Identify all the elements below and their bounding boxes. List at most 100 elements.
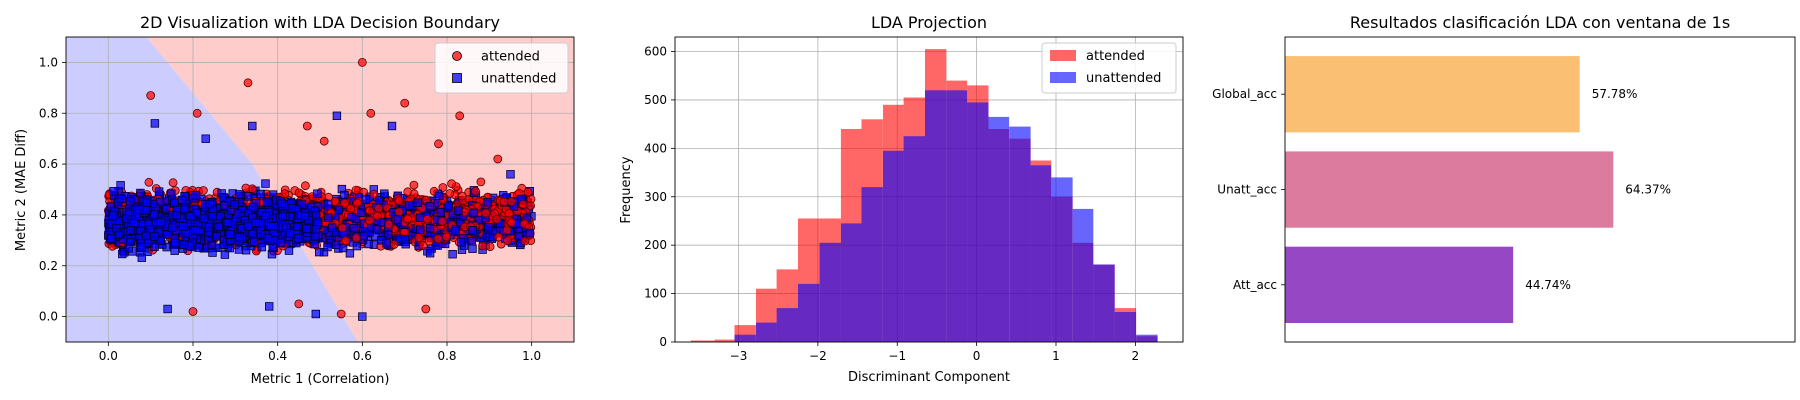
attended-point bbox=[409, 180, 419, 190]
unattended-point bbox=[126, 197, 135, 206]
scatter-x-label: Metric 1 (Correlation) bbox=[251, 372, 390, 387]
attended-point bbox=[422, 214, 432, 224]
attended-point bbox=[330, 196, 340, 206]
unattended-histogram-bar bbox=[1093, 264, 1115, 342]
unattended-point bbox=[448, 249, 457, 259]
unattended-point bbox=[248, 121, 257, 131]
unattended-point bbox=[285, 229, 295, 238]
unattended-point bbox=[311, 225, 321, 234]
attended-point bbox=[499, 197, 509, 207]
attended-point bbox=[340, 198, 350, 208]
histogram-x-tick-label: 0 bbox=[973, 349, 981, 363]
unattended-point bbox=[235, 233, 244, 242]
attended-point bbox=[503, 236, 512, 246]
histogram-x-tick-label: 2 bbox=[1132, 349, 1140, 363]
unattended-point bbox=[204, 223, 214, 232]
unattended-point bbox=[313, 189, 322, 198]
unattended-point bbox=[107, 234, 116, 243]
scatter-title: 2D Visualization with LDA Decision Bound… bbox=[140, 13, 500, 32]
attended-point bbox=[520, 236, 530, 246]
unattended-point bbox=[163, 230, 172, 239]
unattended-point bbox=[525, 228, 535, 238]
unattended-point bbox=[425, 223, 435, 233]
unattended-point bbox=[357, 208, 366, 217]
attended-point bbox=[445, 189, 455, 198]
scatter-legend-frame bbox=[434, 42, 569, 94]
unattended-point bbox=[359, 231, 368, 241]
unattended-point bbox=[277, 199, 286, 208]
histogram-x-tick-label: 1 bbox=[1052, 349, 1060, 363]
unattended-point bbox=[156, 217, 166, 227]
unattended-histogram-bar bbox=[967, 102, 989, 342]
unattended-point bbox=[223, 218, 232, 227]
attended-point bbox=[352, 198, 362, 208]
unattended-point bbox=[170, 198, 179, 207]
histogram-y-tick-label: 300 bbox=[644, 190, 667, 204]
unattended-point bbox=[109, 187, 118, 196]
unattended-histogram-bar bbox=[903, 136, 925, 342]
unattended-point bbox=[109, 211, 118, 220]
attended-point bbox=[492, 214, 502, 224]
unattended-point bbox=[468, 226, 477, 235]
legend-attended-label: attended bbox=[481, 50, 540, 65]
legend-attended-patch bbox=[1050, 50, 1076, 61]
unattended-point bbox=[468, 244, 477, 253]
scatter-x-tick-label: 0.0 bbox=[99, 349, 118, 363]
unattended-point bbox=[170, 246, 179, 255]
unattended-point bbox=[219, 201, 229, 210]
scatter-x-tick-label: 0.2 bbox=[183, 349, 202, 363]
unattended-histogram-bar bbox=[925, 90, 947, 342]
unattended-point bbox=[415, 225, 425, 234]
legend-unattended-label: unattended bbox=[481, 72, 556, 87]
attended-point bbox=[351, 185, 361, 195]
unattended-point bbox=[469, 208, 478, 218]
attended-point bbox=[369, 189, 379, 199]
attended-point bbox=[365, 206, 375, 216]
attended-point bbox=[476, 177, 486, 187]
unattended-point bbox=[382, 239, 391, 248]
histogram-axes-frame bbox=[674, 36, 1184, 343]
scatter-x-tick-label: 0.4 bbox=[268, 349, 287, 363]
unattended-point bbox=[167, 223, 177, 232]
scatter-y-tick-label: 0.4 bbox=[39, 208, 58, 222]
histogram-x-tick-label: −3 bbox=[730, 349, 748, 363]
unattended-point bbox=[156, 236, 165, 246]
accuracy-category-labels: Global_acc Unatt_acc Att_acc bbox=[1212, 87, 1285, 292]
unattended-point bbox=[172, 210, 181, 220]
attended-point bbox=[502, 225, 512, 235]
unattended-point bbox=[287, 203, 296, 213]
unattended-point bbox=[364, 239, 373, 249]
unattended-point bbox=[150, 209, 159, 219]
attended-point bbox=[399, 227, 409, 237]
unattended-point bbox=[243, 222, 253, 231]
accuracy-bar bbox=[1285, 246, 1514, 323]
unattended-point bbox=[311, 309, 320, 319]
unattended-point bbox=[179, 204, 189, 214]
unattended-point bbox=[191, 191, 200, 200]
unattended-point bbox=[163, 304, 172, 314]
unattended-point bbox=[435, 191, 444, 201]
unattended-point bbox=[313, 217, 322, 227]
histogram-x-tick-label: −1 bbox=[888, 349, 906, 363]
scatter-x-tick-label: 1.0 bbox=[522, 349, 541, 363]
attended-point bbox=[294, 299, 304, 309]
unattended-point bbox=[243, 192, 253, 201]
unattended-histogram-bar bbox=[988, 116, 1010, 342]
attended-point bbox=[478, 241, 488, 251]
unattended-point bbox=[230, 200, 239, 209]
unattended-point bbox=[263, 198, 272, 207]
unattended-point bbox=[208, 212, 217, 221]
unattended-point bbox=[310, 232, 320, 241]
accuracy-category-label: Att_acc bbox=[1233, 278, 1277, 292]
unattended-point bbox=[338, 243, 348, 253]
unattended-point bbox=[136, 188, 145, 198]
legend-unattended-patch bbox=[1050, 72, 1076, 83]
unattended-point bbox=[349, 223, 359, 233]
unattended-point bbox=[340, 190, 349, 200]
unattended-histogram-bar bbox=[1114, 312, 1137, 342]
attended-point bbox=[337, 223, 347, 233]
attended-point bbox=[447, 179, 457, 189]
accuracy-title: Resultados clasificación LDA con ventana… bbox=[1350, 13, 1730, 32]
unattended-point bbox=[425, 202, 434, 211]
attended-point bbox=[506, 197, 516, 207]
